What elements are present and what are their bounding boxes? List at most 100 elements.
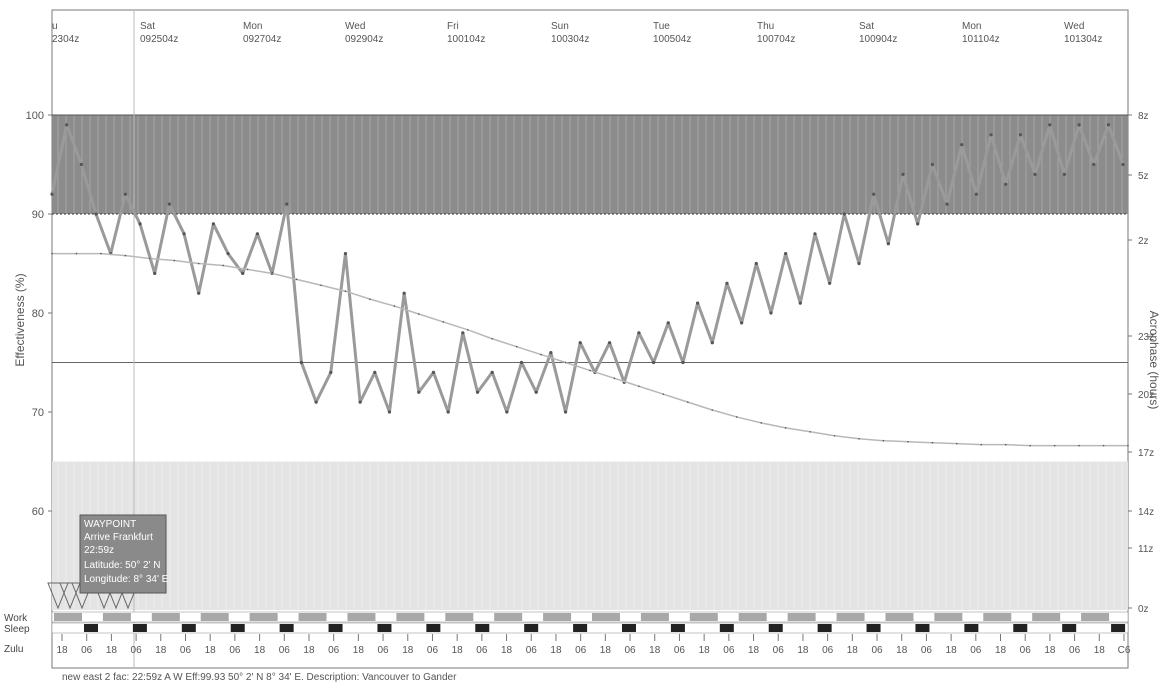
series-1-point [149, 257, 151, 260]
series-0-point [65, 123, 69, 127]
zulu-tick-label: 18 [600, 645, 612, 656]
series-0-point [637, 331, 641, 335]
series-0-point [461, 331, 465, 335]
series-0-point [740, 321, 744, 325]
series-0-point [255, 232, 260, 236]
work-block [151, 613, 180, 621]
work-block [445, 613, 474, 621]
y2-tick-label: 23z [1138, 332, 1154, 343]
series-1-point [956, 442, 958, 445]
zulu-tick-label: 18 [254, 645, 266, 656]
zulu-tick-label: 06 [427, 645, 439, 656]
series-0-point [828, 281, 832, 285]
sleep-block [622, 624, 636, 632]
series-1-point [1078, 444, 1080, 447]
series-1-point [613, 377, 616, 380]
waypoint-marker-icon[interactable] [47, 582, 69, 610]
series-0-point [696, 301, 700, 305]
series-1-point [711, 409, 714, 411]
series-0-point [1033, 172, 1037, 176]
work-block [102, 613, 131, 621]
zulu-tick-label: 18 [56, 645, 68, 656]
series-0-point [505, 410, 509, 414]
sleep-block [426, 624, 441, 632]
date-value-label: 2304z [52, 34, 79, 45]
work-block [298, 613, 327, 621]
series-0-point [138, 222, 142, 226]
zulu-tick-label: 18 [353, 645, 365, 656]
zulu-tick-label: 06 [624, 645, 636, 656]
zulu-tick-label: 06 [180, 645, 192, 656]
zulu-tick-label: 06 [81, 645, 93, 656]
series-0-point [402, 291, 406, 295]
work-block [200, 613, 229, 621]
series-0-point [314, 400, 318, 404]
series-1-point [1004, 443, 1007, 446]
zulu-tick-label: 18 [550, 645, 562, 656]
series-0-point [930, 162, 934, 167]
series-0-point [94, 212, 98, 216]
zulu-tick-label: 18 [303, 645, 315, 656]
zulu-tick-label: 18 [995, 645, 1007, 656]
date-value-label: 100704z [757, 34, 795, 45]
series-0-point [563, 410, 568, 414]
work-block [640, 613, 669, 621]
zulu-tick-label: 06 [1069, 645, 1081, 656]
work-block [885, 613, 914, 621]
waypoint-marker-icon[interactable] [59, 582, 81, 610]
series-0-point [901, 172, 905, 176]
series-1-point [124, 254, 127, 257]
work-block [494, 613, 523, 621]
y2-tick-label: 0z [1138, 604, 1149, 615]
date-value-label: 100304z [551, 34, 589, 45]
work-block [396, 613, 425, 621]
date-value-label: 092504z [140, 34, 178, 45]
series-1-point [564, 361, 567, 364]
series-1-point [51, 252, 53, 255]
y-tick-label: 60 [32, 506, 44, 518]
waypoint-tooltip [79, 514, 167, 594]
series-0-point [989, 133, 993, 137]
waypoint-line: Latitude: 50° 2' N [84, 560, 161, 571]
work-row-track [51, 611, 1129, 623]
work-block [347, 613, 376, 621]
zulu-tick-label: 18 [452, 645, 464, 656]
zulu-tick-label: 18 [847, 645, 859, 656]
series-0-point [754, 261, 758, 266]
series-1-point [882, 439, 885, 442]
sleep-block [132, 624, 147, 632]
sleep-block [1013, 624, 1028, 632]
zulu-tick-label: 06 [378, 645, 390, 656]
zulu-tick-label: 06 [526, 645, 538, 656]
series-0-point [784, 252, 788, 256]
zulu-tick-label: 18 [1044, 645, 1056, 656]
zulu-tick-label: 06 [575, 645, 587, 656]
work-block [1032, 613, 1061, 621]
y-axis-title: Effectiveness (%) [13, 273, 27, 366]
sleep-block [181, 624, 196, 632]
sleep-block [524, 624, 539, 632]
series-0-point [813, 232, 817, 236]
series-1-point [393, 305, 396, 307]
zulu-tick-label: 06 [229, 645, 241, 656]
date-day-label: Thu [757, 21, 774, 32]
y-tick-label: 90 [32, 209, 44, 221]
date-day-label: Sat [859, 21, 874, 32]
series-1-point [271, 272, 273, 275]
zulu-tick-label: 18 [501, 645, 513, 656]
series-0-point [1121, 162, 1125, 167]
series-1-point [246, 268, 249, 271]
y2-tick-label: 8z [1138, 111, 1149, 122]
series-0-point [857, 261, 861, 266]
date-value-label: 101104z [962, 34, 1000, 45]
sleep-block [573, 624, 588, 632]
date-day-label: Tue [653, 21, 670, 32]
sleep-block [768, 624, 783, 632]
series-1-point [173, 259, 176, 262]
series-0-point [358, 400, 362, 404]
date-value-label: 100504z [653, 34, 691, 45]
sleep-block [817, 624, 832, 632]
series-1-point [197, 262, 200, 265]
